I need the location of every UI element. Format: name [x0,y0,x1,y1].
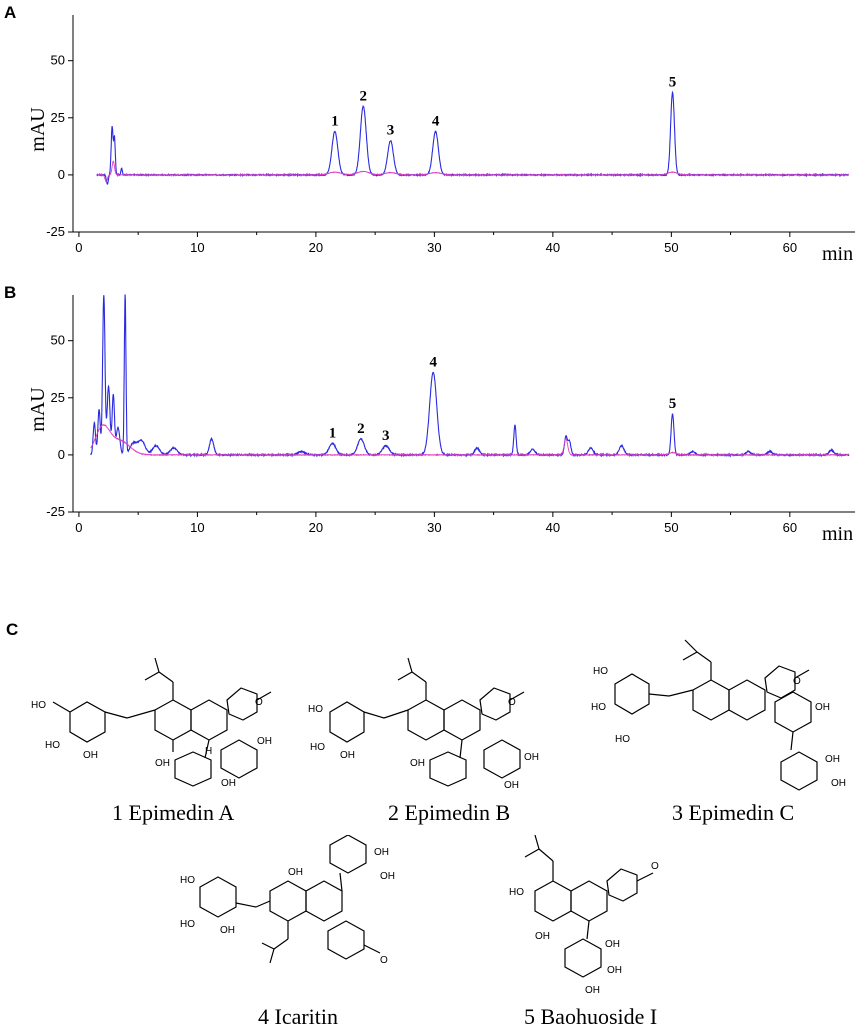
chart-1-x-tick-label: 60 [783,520,797,535]
atom-label: OH [374,847,389,858]
chart-0-peak-label: 5 [669,75,677,91]
atom-label: HO [308,704,323,715]
chart-1-y-tick-label: -25 [46,504,65,519]
chart-1-x-axis-title: min [822,523,853,545]
chart-1-y-tick-label: 0 [58,447,65,462]
chart-0-trace-0 [96,90,850,185]
caption-epimedin-a: 1 Epimedin A [112,800,235,825]
atom-label: OH [220,925,235,936]
chart-0-y-tick-label: 0 [58,167,65,182]
atom-label: HO [31,700,46,711]
atom-label: OH [605,939,620,950]
chart-1-peak-label: 3 [382,428,390,444]
atom-label: OH [504,780,519,790]
chart-1-trace-0 [90,294,850,458]
chart-1-x-tick-label: 30 [427,520,441,535]
chart-0-x-tick-label: 0 [75,240,82,255]
chart-1-peak-label: 4 [429,355,437,371]
chart-1-peak-label: 1 [329,425,337,441]
atom-label: OH [607,965,622,976]
atom-label: OH [380,871,395,882]
caption-epimedin-c: 3 Epimedin C [672,800,795,825]
structure-epimedin-b: O HO HO OH OH OH OH [308,657,539,790]
atom-label: OH [83,750,98,761]
chart-1-peak-label: 2 [357,421,365,437]
structure-epimedin-c: O HO HO HO OH OH OH [591,639,846,791]
chart-0-peak-label: 1 [331,113,339,129]
chart-0-peak-label: 3 [387,123,395,139]
structure-baohuoside-i: O HO OH OH OH OH [509,835,659,995]
chart-1-x-tick-label: 50 [664,520,678,535]
atom-label: HO [180,919,195,930]
atom-label: HO [45,740,60,751]
atom-label: OH [831,778,846,789]
chart-0-peak-label: 4 [432,113,440,129]
chart-0-x-tick-label: 10 [190,240,204,255]
chart-1-trace-1 [90,423,850,457]
atom-label: OH [257,736,272,747]
chart-0-x-tick-label: 30 [427,240,441,255]
atom-label: OH [524,752,539,763]
structure-icaritin: OH O HO HO OH OH OH [180,835,395,966]
chart-1-x-tick-label: 10 [190,520,204,535]
chart-0-y-tick-label: 25 [51,110,65,125]
atom-label: O [255,697,263,708]
chart-1-y-tick-label: 25 [51,390,65,405]
atom-label: OH [585,985,600,995]
chart-0-x-tick-label: 60 [783,240,797,255]
atom-label: HO [615,734,630,745]
structures-panel: C O HO HO OH OH OH OH H O [0,620,865,1033]
atom-label: OH [221,778,236,789]
chart-0-x-tick-label: 50 [664,240,678,255]
atom-label: OH [155,758,170,769]
atom-label: OH [825,754,840,765]
atom-label: HO [591,702,606,713]
chart-0-y-axis-title: mAU [27,107,49,152]
chart-1-y-axis-title: mAU [27,387,49,432]
caption-icaritin: 4 Icaritin [258,1004,339,1029]
panel-letter-c: C [6,620,19,639]
chart-1-peak-label: 5 [669,396,677,412]
atom-label: HO [180,875,195,886]
atom-label: OH [340,750,355,761]
atom-label: HO [593,666,608,677]
atom-label: O [793,676,801,687]
atom-label: OH [410,758,425,769]
chart-1-y-tick-label: 50 [51,333,65,348]
structure-epimedin-a: O HO HO OH OH OH OH H [31,657,272,789]
chart-0-y-tick-label: -25 [46,224,65,239]
atom-label: OH [815,702,830,713]
atom-label: O [508,697,516,708]
caption-epimedin-b: 2 Epimedin B [388,800,511,825]
caption-baohuoside-i: 5 Baohuoside I [524,1004,658,1029]
chart-0-y-tick-label: 50 [51,53,65,68]
chart-0-trace-1 [96,160,850,183]
chart-1-x-tick-label: 40 [546,520,560,535]
chart-0-x-tick-label: 40 [546,240,560,255]
panel-letter-b: B [4,283,16,302]
chart-0-x-tick-label: 20 [309,240,323,255]
atom-label: O [651,861,659,872]
chart-1-x-tick-label: 20 [309,520,323,535]
atom-label: OH [288,867,303,878]
chart-1-x-tick-label: 0 [75,520,82,535]
atom-label: HO [509,887,524,898]
atom-label: H [205,746,212,757]
chromatogram-b: B -25 0 25 50 0 10 20 30 40 50 60 mAU min 1 2 3 4 5 [4,283,855,545]
atom-label: OH [535,931,550,942]
panel-letter-a: A [4,3,16,22]
atom-label: HO [310,742,325,753]
atom-label: O [380,955,388,966]
chart-0-x-axis-title: min [822,243,853,265]
chart-0-peak-label: 2 [360,88,368,104]
chromatogram-a: A -25 0 25 50 0 10 20 30 40 50 60 mAU min 1 2 3 4 5 [4,3,855,265]
